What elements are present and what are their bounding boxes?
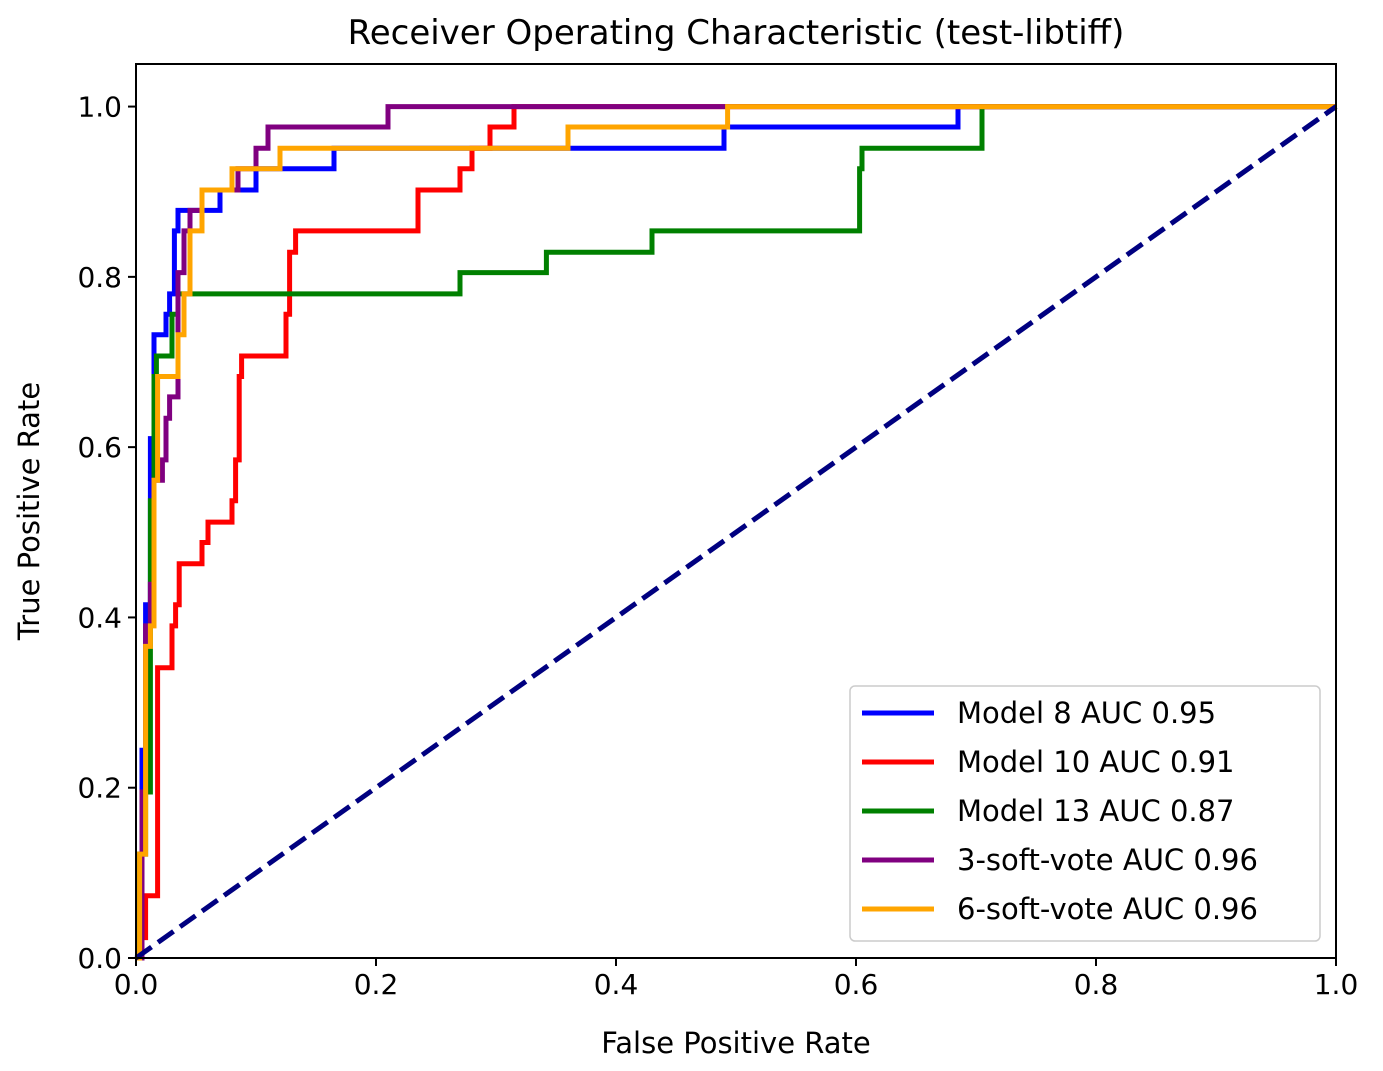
chart-title: Receiver Operating Characteristic (test-… [348,13,1125,53]
legend-label: Model 13 AUC 0.87 [957,794,1235,828]
plot-frame [135,63,1337,959]
x-tick-label: 0.6 [834,968,879,1001]
y-tick-label: 0.2 [77,772,122,805]
legend-frame [849,685,1321,942]
y-tick-label: 0.6 [77,431,122,464]
chance-diagonal-line [134,104,1338,961]
legend: Model 8 AUC 0.95 Model 10 AUC 0.91 Model 1… [849,685,1321,942]
x-tick-label: 0.4 [594,968,639,1001]
series-line [136,104,1336,961]
plot-area [134,63,1338,961]
x-tick-label: 0.2 [354,968,399,1001]
series-line [136,104,1336,961]
x-tick-label: 0.8 [1074,968,1119,1001]
legend-label: 6-soft-vote AUC 0.96 [957,892,1258,926]
y-tick-label: 0.0 [77,942,122,975]
x-axis-ticks: 0.0 0.2 0.4 0.6 0.8 1.0 [114,958,1359,1001]
y-tick-label: 0.8 [77,261,122,294]
legend-label: Model 8 AUC 0.95 [957,696,1216,730]
y-axis-ticks: 0.0 0.2 0.4 0.6 0.8 1.0 [77,91,136,975]
y-axis-label: True Positive Rate [12,382,46,641]
x-axis-label: False Positive Rate [601,1026,871,1060]
legend-label: Model 10 AUC 0.91 [957,745,1235,779]
y-tick-label: 0.4 [77,601,122,634]
series-line [136,104,1336,961]
legend-label: 3-soft-vote AUC 0.96 [957,843,1258,877]
x-tick-label: 1.0 [1314,968,1359,1001]
series-layer [134,104,1338,961]
legend-items: Model 8 AUC 0.95 Model 10 AUC 0.91 Model 1… [862,696,1258,926]
y-tick-label: 1.0 [77,91,122,124]
x-tick-label: 0.0 [114,968,159,1001]
